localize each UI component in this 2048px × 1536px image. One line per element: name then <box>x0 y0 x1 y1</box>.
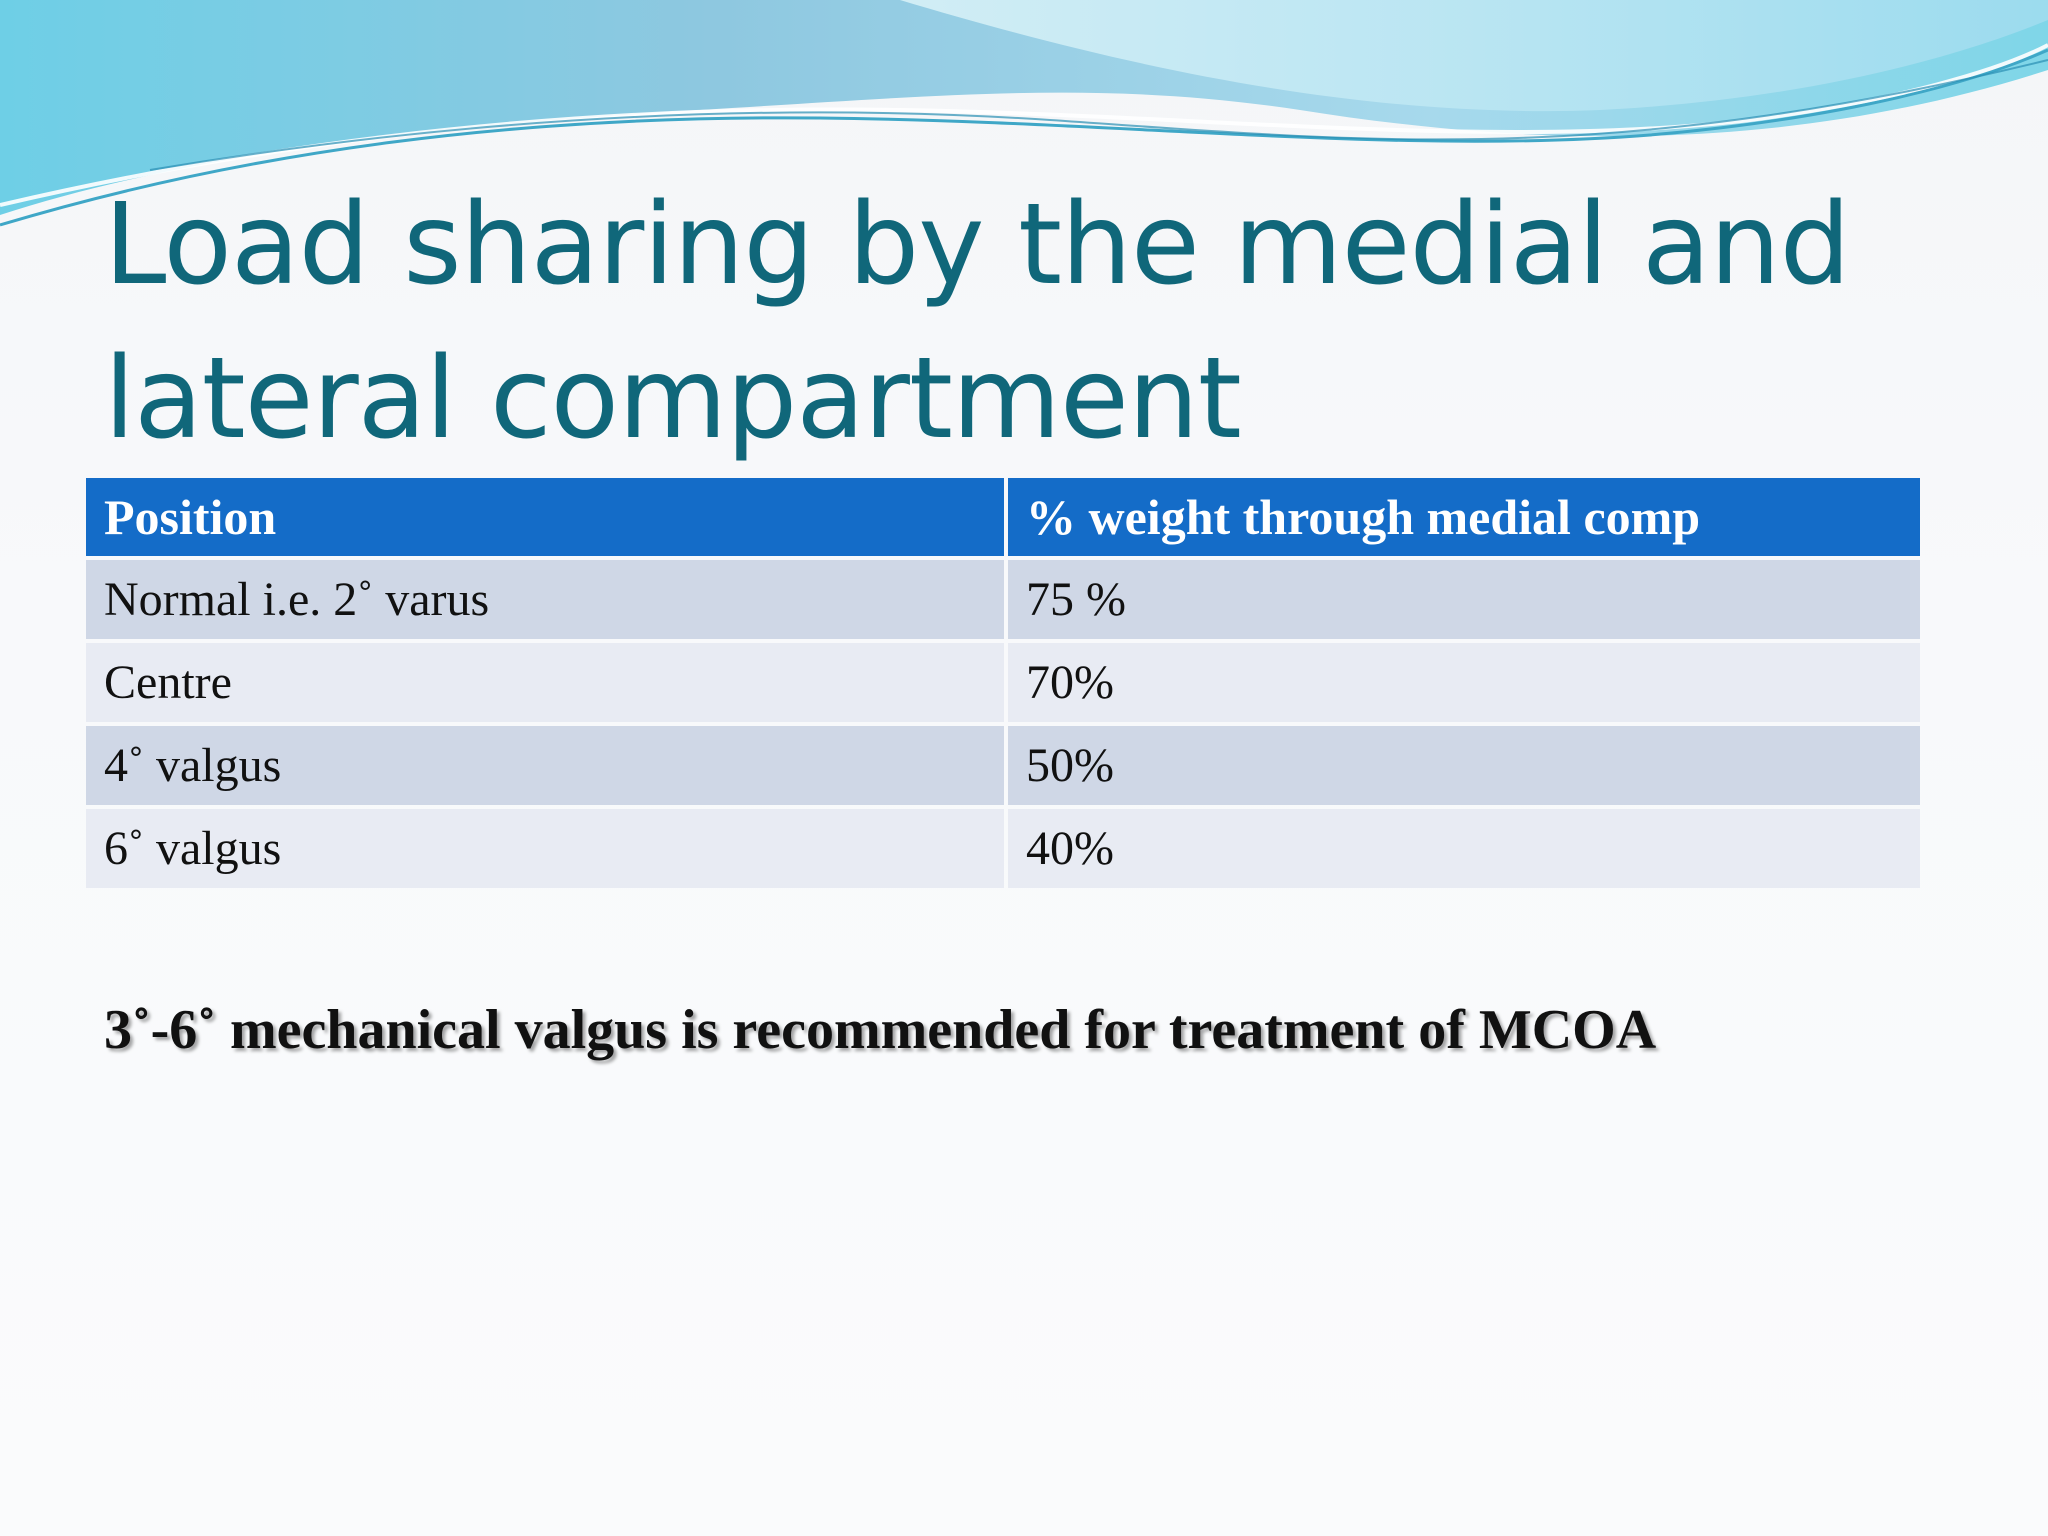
header-weight: % weight through medial comp <box>1008 478 1920 556</box>
table-row: 6˚ valgus 40% <box>86 809 1920 888</box>
table-header-row: Position % weight through medial comp <box>86 478 1920 556</box>
recommendation-note: 3˚-6˚ mechanical valgus is recommended f… <box>104 999 1657 1061</box>
cell-position: 6˚ valgus <box>86 809 1004 888</box>
cell-weight: 70% <box>1008 643 1920 722</box>
cell-position: Normal i.e. 2˚ varus <box>86 560 1004 639</box>
header-position: Position <box>86 478 1004 556</box>
slide-title-line-1: Load sharing by the medial and <box>104 180 1851 310</box>
wave-decoration <box>0 0 2048 227</box>
table-row: 4˚ valgus 50% <box>86 726 1920 805</box>
slide-title-line-2: lateral compartment <box>104 334 1242 464</box>
cell-weight: 75 % <box>1008 560 1920 639</box>
cell-position: Centre <box>86 643 1004 722</box>
table-row: Centre 70% <box>86 643 1920 722</box>
load-sharing-table: Position % weight through medial comp No… <box>82 474 1924 892</box>
slide-title: Load sharing by the medial and lateral c… <box>104 168 1944 476</box>
table-row: Normal i.e. 2˚ varus 75 % <box>86 560 1920 639</box>
cell-weight: 40% <box>1008 809 1920 888</box>
cell-position: 4˚ valgus <box>86 726 1004 805</box>
cell-weight: 50% <box>1008 726 1920 805</box>
